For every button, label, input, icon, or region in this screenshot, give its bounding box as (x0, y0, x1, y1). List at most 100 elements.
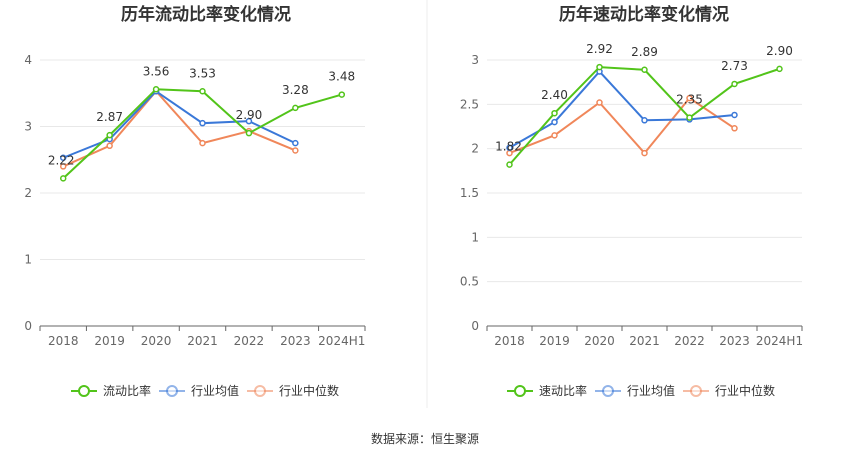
data-point (199, 139, 206, 147)
data-label: 2.35 (676, 93, 703, 107)
data-point (106, 142, 113, 150)
x-tick-label: 2022 (674, 334, 705, 348)
y-tick-label: 2 (24, 186, 32, 200)
data-label: 2.92 (586, 42, 613, 56)
legend-item[interactable]: 行业均值 (159, 383, 239, 398)
legend-marker (78, 385, 90, 397)
data-point (551, 132, 558, 139)
y-tick-label: 0.5 (460, 275, 479, 289)
data-point (641, 149, 648, 157)
data-label: 1.82 (495, 140, 522, 154)
series-line (509, 70, 735, 149)
data-point (338, 91, 346, 98)
series-line (62, 89, 296, 159)
legend-label: 行业中位数 (279, 383, 339, 398)
data-point (59, 163, 67, 170)
quick-ratio-chart: 历年速动比率变化情况 0 0.5 1 1.5 2 2.5 3 2018 2019 2020 2021 2… (460, 4, 803, 398)
chart-title: 历年流动比率变化情况 (121, 4, 291, 25)
data-point (199, 88, 206, 95)
data-point (292, 147, 299, 154)
series-line (62, 89, 296, 168)
y-tick-label: 1 (24, 253, 32, 267)
data-point (776, 65, 783, 73)
data-label: 2.90 (766, 44, 793, 58)
data-label: 2.90 (236, 108, 263, 122)
y-tick-label: 4 (24, 53, 32, 67)
x-tick-label: 2021 (629, 334, 660, 348)
data-point (551, 118, 558, 126)
legend-label: 行业均值 (191, 383, 239, 398)
legend-item[interactable]: 行业中位数 (683, 383, 775, 398)
chart-title: 历年速动比率变化情况 (559, 4, 729, 25)
y-tick-label: 2.5 (460, 97, 479, 111)
y-tick-label: 2 (471, 142, 479, 156)
legend-item[interactable]: 行业中位数 (247, 383, 339, 398)
legend-item[interactable]: 流动比率 (71, 383, 151, 398)
y-tick-label: 3 (24, 120, 32, 134)
x-tick-label: 2019 (539, 334, 570, 348)
data-point (686, 94, 693, 102)
y-tick-label: 1 (471, 230, 479, 244)
x-tick-label: 2024H1 (318, 334, 365, 348)
data-point (245, 129, 253, 137)
data-label: 3.56 (143, 64, 170, 78)
data-point (292, 139, 299, 147)
x-tick-label: 2023 (280, 334, 311, 348)
legend-label: 流动比率 (103, 383, 151, 398)
series-line (509, 96, 736, 155)
data-label: 3.48 (328, 70, 355, 84)
legend-item[interactable]: 行业均值 (595, 383, 675, 398)
legend-label: 行业均值 (627, 383, 675, 398)
x-tick-label: 2019 (94, 334, 125, 348)
x-tick-label: 2018 (48, 334, 79, 348)
data-point (245, 117, 253, 125)
y-tick-label: 0 (471, 319, 479, 333)
data-label: 2.40 (541, 88, 568, 102)
y-tick-label: 3 (471, 53, 479, 67)
y-tick-label: 0 (24, 319, 32, 333)
x-tick-label: 2024H1 (756, 334, 803, 348)
data-point (59, 175, 67, 182)
data-point (199, 119, 206, 127)
data-point (292, 104, 299, 112)
data-point (641, 66, 648, 74)
legend-marker (254, 385, 266, 397)
data-label: 3.53 (189, 66, 216, 80)
data-label: 2.89 (631, 45, 658, 59)
legend-marker (602, 385, 614, 397)
legend-marker (690, 385, 702, 397)
data-point (596, 99, 603, 106)
data-point (731, 125, 738, 132)
data-point (106, 131, 113, 139)
legend-marker (514, 385, 526, 397)
data-point (59, 154, 67, 162)
data-label: 2.73 (721, 59, 748, 73)
data-label: 3.28 (282, 83, 309, 97)
x-tick-label: 2022 (234, 334, 265, 348)
legend-item[interactable]: 速动比率 (507, 383, 587, 398)
data-point (596, 63, 603, 71)
data-point (731, 80, 738, 88)
x-tick-label: 2020 (584, 334, 615, 348)
legend-marker (166, 385, 178, 397)
y-tick-label: 1.5 (460, 186, 479, 200)
data-label: 2.22 (48, 153, 75, 167)
data-point (551, 109, 558, 117)
data-point (152, 86, 160, 93)
data-point (641, 117, 648, 124)
legend-label: 速动比率 (539, 383, 587, 398)
data-point (506, 144, 513, 152)
series-line (62, 88, 343, 180)
data-point (686, 114, 693, 121)
data-label: 2.87 (96, 110, 123, 124)
data-point (506, 161, 513, 168)
legend-label: 行业中位数 (715, 383, 775, 398)
current-ratio-chart: 历年流动比率变化情况 0 1 2 3 4 2018 2019 2020 2021 2022 2023 2… (24, 4, 366, 398)
x-tick-label: 2018 (494, 334, 525, 348)
x-tick-label: 2020 (141, 334, 172, 348)
data-point (731, 111, 738, 119)
data-source-note: 数据来源：恒生聚源 (370, 432, 479, 446)
x-tick-label: 2021 (187, 334, 218, 348)
x-tick-label: 2023 (719, 334, 750, 348)
